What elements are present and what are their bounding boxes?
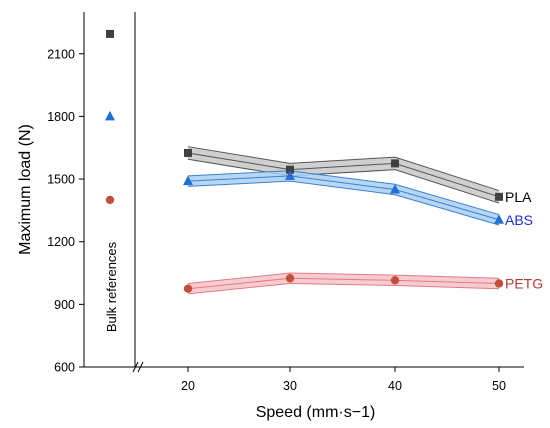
series-band-petg (188, 273, 499, 294)
y-tick-label: 1200 (47, 235, 75, 249)
data-point-petg (183, 284, 193, 293)
axis-break-mark (137, 361, 144, 373)
y-axis-title: Maximum load (N) (17, 124, 34, 255)
data-point-abs (494, 214, 504, 224)
data-point-abs (285, 170, 295, 180)
data-point-abs (390, 184, 400, 194)
data-point-abs (183, 175, 193, 186)
y-tick-label: 600 (54, 361, 75, 375)
x-tick-label: 20 (181, 379, 195, 393)
series-label-abs: ABS (505, 212, 533, 228)
data-point-pla (391, 159, 399, 168)
band-edge-lower-pla (187, 158, 500, 204)
band-edge-lower-petg (187, 282, 500, 295)
series-line-abs (187, 175, 500, 221)
error-bands (187, 146, 500, 295)
series-lines (187, 152, 500, 290)
bulk-references-label: Bulk references (104, 241, 119, 332)
series-line-pla (187, 152, 500, 198)
axes (79, 12, 524, 373)
y-tick-label: 1500 (47, 173, 75, 187)
band-edge-upper-pla (187, 146, 500, 192)
data-point-pla (495, 192, 503, 201)
series-band-pla (188, 146, 499, 204)
labels: 600 900 1200 1500 1800 2100 20 30 40 50 PLA ABS PETG (47, 47, 543, 393)
y-tick-label: 2100 (47, 47, 75, 61)
x-tick-label: 40 (388, 379, 402, 393)
band-edge-upper-abs (187, 170, 500, 216)
data-point-petg (285, 274, 295, 283)
series-line-petg (187, 277, 500, 290)
bulk-reference-abs (105, 110, 115, 121)
x-tick-label: 50 (492, 379, 506, 393)
data-point-pla (286, 165, 294, 174)
series-label-pla: PLA (505, 189, 532, 205)
bulk-reference-pla (106, 29, 114, 38)
bulk-reference-petg (105, 195, 115, 205)
x-axis-title: Speed (mm·s−1) (256, 404, 376, 421)
y-tick-label: 900 (54, 298, 75, 312)
data-point-petg (494, 279, 504, 288)
data-point-petg (390, 276, 400, 285)
y-tick-label: 1800 (47, 110, 75, 124)
x-tick-label: 30 (283, 379, 297, 393)
band-edge-lower-abs (187, 180, 500, 226)
series-markers (105, 29, 504, 293)
series-label-petg: PETG (505, 275, 543, 291)
series-band-abs (188, 170, 499, 225)
axis-break-mark (132, 361, 139, 373)
data-point-pla (184, 148, 192, 157)
band-edge-upper-petg (187, 272, 500, 284)
